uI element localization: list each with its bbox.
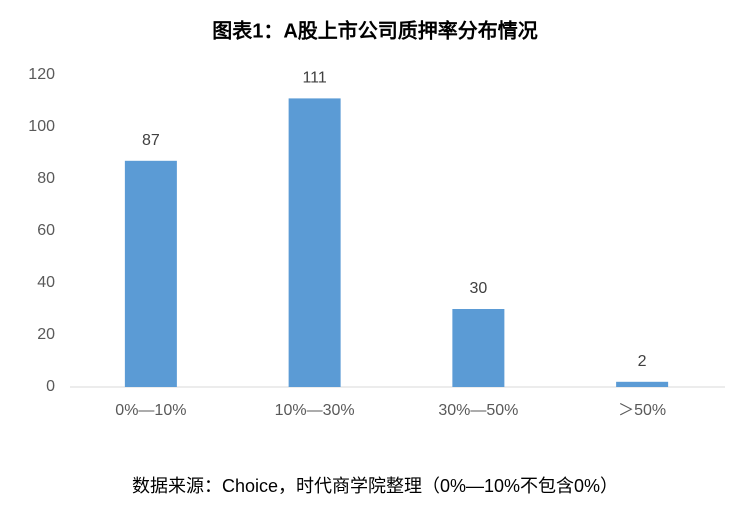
x-tick-label: 30%—50% — [438, 402, 518, 419]
x-tick-label: ＞50% — [618, 402, 666, 419]
y-tick-label: 120 — [28, 66, 55, 83]
y-tick-label: 100 — [28, 118, 55, 135]
data-label: 2 — [638, 353, 647, 370]
bar — [616, 381, 669, 387]
bar — [288, 98, 341, 388]
data-label: 87 — [142, 132, 160, 149]
y-tick-label: 80 — [37, 170, 55, 187]
x-tick-label: 0%—10% — [115, 402, 186, 419]
y-tick-label: 0 — [46, 378, 55, 395]
source-note: 数据来源：Choice，时代商学院整理（0%—10%不包含0%） — [132, 476, 618, 496]
data-label: 30 — [469, 280, 487, 297]
bar — [124, 160, 177, 387]
y-tick-label: 20 — [37, 326, 55, 343]
y-tick-label: 60 — [37, 222, 55, 239]
data-label: 111 — [302, 70, 326, 87]
y-tick-label: 40 — [37, 274, 55, 291]
bar — [452, 309, 505, 387]
chart-title: 图表1：A股上市公司质押率分布情况 — [212, 18, 538, 42]
x-tick-label: 10%—30% — [275, 402, 355, 419]
